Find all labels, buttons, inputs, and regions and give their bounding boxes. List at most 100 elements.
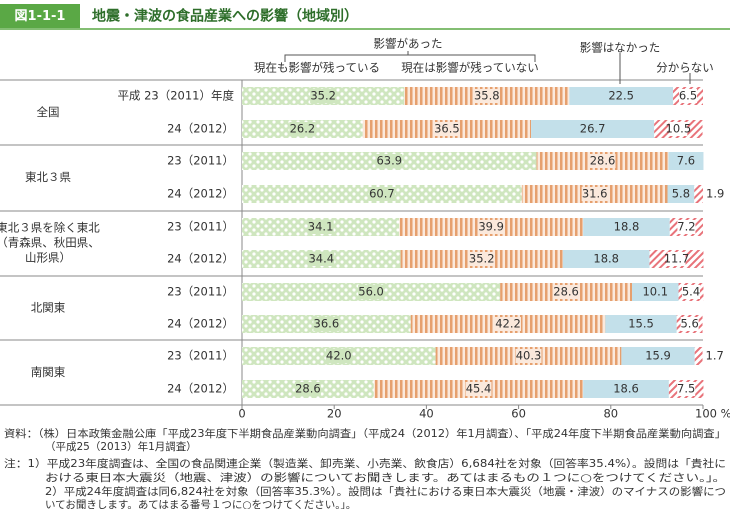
legend-bracket [284,54,536,62]
value-label-bg [682,285,701,299]
note-line: 資料：（株）日本政策金融公庫「平成23年度下半期食品産業動向調査」（平成24（2… [4,427,726,440]
x-tick-label: 100 % [695,407,730,421]
value-label: 5.4 [682,285,700,299]
value-label: 36.5 [434,122,460,136]
value-label: 42.2 [495,317,521,331]
value-label: 35.8 [474,89,500,103]
value-label-bg [494,317,521,331]
value-label-bg [667,187,694,201]
value-label-bg [581,187,608,201]
value-label: 10.1 [642,285,668,299]
category-label: 24（2012） [167,382,234,396]
value-label-bg [433,122,460,136]
value-label: 45.4 [466,382,492,396]
value-label: 1.9 [706,187,724,201]
figure-number: 図1-1-1 [15,9,66,24]
group-label: （青森県、秋田県、 [0,236,100,250]
value-label: 18.8 [614,220,640,234]
legend-label: 現在は影響が残っていない [401,61,538,75]
value-label-bg [679,89,698,103]
value-label: 5.8 [672,187,690,201]
category-label: 23（2011） [167,285,234,299]
value-label: 28.6 [590,154,616,168]
value-label-bg [642,285,669,299]
value-label-bg [579,122,606,136]
value-label: 35.2 [310,89,336,103]
value-label-bg [308,252,335,266]
note-line: 2）平成24年度調査は同6,824社を対象（回答率35.3%）。設問は「貴社にお… [45,485,726,498]
value-label: 18.8 [593,252,619,266]
value-label: 7.6 [677,154,695,168]
value-label-bg [589,154,616,168]
value-label: 15.9 [645,349,671,363]
category-label: 24（2012） [167,252,234,266]
category-label: 24（2012） [167,122,234,136]
category-label: 23（2011） [167,349,234,363]
note-line: いてお聞きします。あてはまる番号１つに○をつけてください。」。 [45,499,356,509]
value-label-bg [473,89,500,103]
value-label-bg [289,122,316,136]
legend-group: 影響があった [374,37,443,51]
group-label: 南関東 [31,365,66,379]
legend-label: 影響はなかった [580,41,661,55]
legend-label: 分からない [656,61,714,75]
value-label-bg [608,89,635,103]
bar-segment [694,347,703,365]
x-tick-label: 40 [419,407,434,421]
value-label: 28.6 [295,382,321,396]
x-tick-label: 60 [511,407,526,421]
value-label: 6.5 [679,89,697,103]
value-label-bg [680,317,699,331]
value-label: 26.2 [290,122,316,136]
note-line: おける東日本大震災（地震、津波）の影響についてお聞きします。あてはまるもの１つに… [45,471,726,484]
category-label: 23（2011） [167,220,234,234]
value-label-bg [613,382,640,396]
value-label-bg [627,317,654,331]
value-label: 1.7 [706,349,724,363]
value-label-bg [368,187,395,201]
value-label-bg [468,252,495,266]
x-tick-label: 20 [327,407,342,421]
value-label: 7.2 [677,220,695,234]
value-label-bg [553,285,580,299]
value-label: 7.5 [677,382,695,396]
value-label-bg [294,382,321,396]
group-label: 東北３県を除く東北 [0,221,100,235]
value-label-bg [478,220,505,234]
value-label-bg [376,154,403,168]
value-label-bg [515,349,542,363]
value-label: 56.0 [358,285,384,299]
value-label: 36.6 [314,317,340,331]
value-label: 63.9 [376,154,402,168]
value-label-bg [672,154,699,168]
value-label: 42.0 [326,349,352,363]
value-label-bg [645,349,672,363]
value-label-bg [465,382,492,396]
category-label: 平成 23（2011）年度 [117,89,234,103]
value-label: 35.2 [469,252,495,266]
value-label: 34.4 [308,252,334,266]
value-label: 26.7 [580,122,606,136]
group-label: 北関東 [31,301,66,315]
value-label: 40.3 [516,349,542,363]
value-label-bg [593,252,620,266]
value-label: 28.6 [553,285,579,299]
value-label-bg [325,349,352,363]
category-label: 24（2012） [167,317,234,331]
figure-title: 地震・津波の食品産業への影響（地域別） [92,8,358,25]
value-label: 18.6 [613,382,639,396]
figure-badge [0,4,80,28]
value-label: 5.6 [680,317,698,331]
value-label: 15.5 [628,317,654,331]
value-label: 39.9 [478,220,504,234]
value-label: 10.5 [666,122,692,136]
note-line: （平成25（2013）年1月調査） [45,440,197,453]
value-label-bg [310,89,337,103]
value-label-bg [358,285,385,299]
bar-segment [694,185,703,203]
value-label: 11.7 [664,252,690,266]
value-label: 31.6 [582,187,608,201]
value-label: 34.1 [308,220,334,234]
group-label: 山形県） [25,251,71,265]
